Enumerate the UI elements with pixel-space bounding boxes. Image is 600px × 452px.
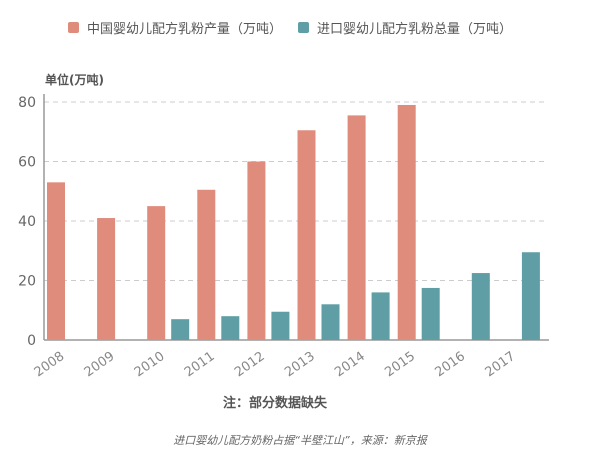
x-tick-label: 2015 — [382, 349, 418, 380]
bar-import — [521, 252, 540, 340]
bar-production — [97, 218, 116, 340]
x-tick-label: 2009 — [82, 349, 118, 380]
figure-caption: 进口婴幼儿配方奶粉占据“半壁江山”，来源：新京报 — [173, 434, 427, 447]
x-tick-label: 2014 — [332, 349, 368, 380]
bar-import — [171, 319, 190, 340]
bar-production — [197, 189, 216, 340]
legend-swatch-import — [298, 22, 310, 33]
chart-note: 注：部分数据缺失 — [223, 395, 328, 411]
x-tick-label: 2011 — [182, 349, 218, 380]
bar-production — [147, 206, 166, 340]
x-tick-label: 2016 — [432, 349, 468, 380]
y-tick-label: 80 — [18, 95, 36, 111]
legend-label-production: 中国婴幼儿配方乳粉产量（万吨） — [87, 22, 283, 37]
bar-production — [47, 182, 65, 340]
bar-production — [397, 104, 416, 340]
x-tick-label: 2008 — [32, 349, 68, 380]
bar-import — [421, 287, 440, 340]
legend-swatch-production — [68, 22, 79, 33]
y-tick-label: 0 — [27, 333, 36, 349]
bar-import — [271, 311, 290, 340]
x-tick-label: 2012 — [232, 349, 268, 380]
bar-production — [347, 115, 366, 340]
bar-import — [371, 292, 390, 340]
chart-legend: 中国婴幼儿配方乳粉产量（万吨） 进口婴幼儿配方乳粉总量（万吨） — [68, 18, 512, 37]
bar-production — [247, 161, 266, 340]
legend-item-production: 中国婴幼儿配方乳粉产量（万吨） — [68, 18, 282, 37]
legend-label-import: 进口婴幼儿配方乳粉总量（万吨） — [317, 22, 513, 37]
legend-item-import: 进口婴幼儿配方乳粉总量（万吨） — [298, 18, 512, 37]
x-tick-label: 2013 — [282, 349, 318, 380]
y-tick-label: 60 — [18, 155, 36, 171]
x-tick-label: 2017 — [483, 349, 519, 380]
bar-import — [221, 316, 240, 340]
bar-import — [321, 304, 340, 340]
x-tick-label: 2010 — [132, 349, 168, 380]
y-tick-label: 40 — [18, 214, 36, 230]
y-axis-label: 单位(万吨) — [45, 72, 104, 87]
y-tick-label: 20 — [18, 274, 36, 290]
bar-import — [471, 273, 490, 340]
bar-production — [297, 130, 316, 340]
